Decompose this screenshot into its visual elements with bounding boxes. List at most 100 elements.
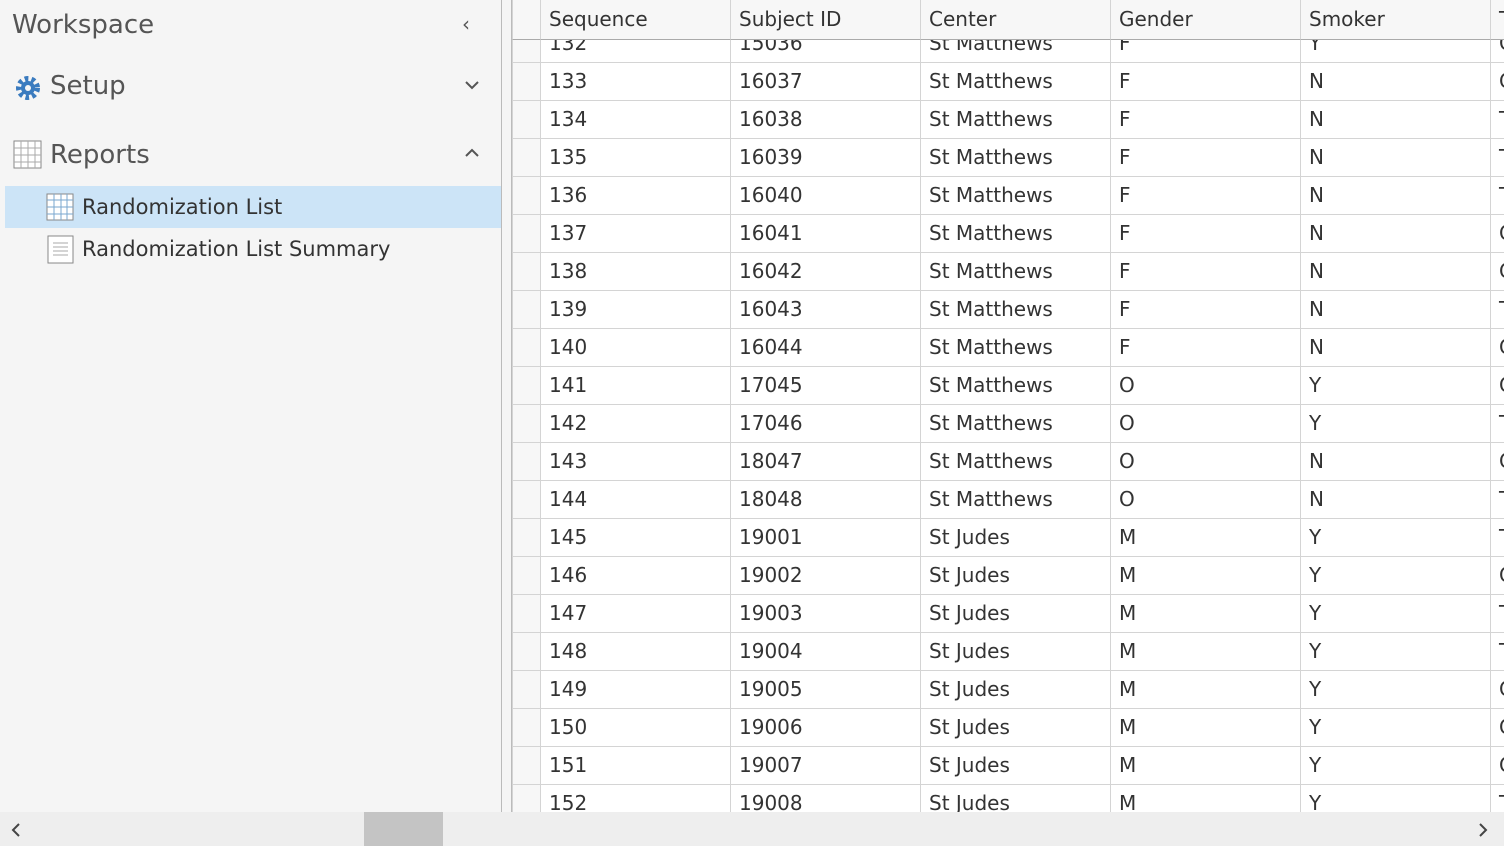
cell: 135: [541, 139, 731, 177]
collapse-button[interactable]: ‹: [462, 12, 470, 36]
row-header[interactable]: [512, 63, 541, 101]
cell: 16042: [731, 253, 921, 291]
cell: T: [1491, 519, 1504, 557]
row-header[interactable]: [512, 519, 541, 557]
row-header[interactable]: [512, 709, 541, 747]
column-header[interactable]: Center: [921, 0, 1111, 40]
cell: St Judes: [921, 785, 1111, 812]
cell: C: [1491, 215, 1504, 253]
cell: O: [1111, 405, 1301, 443]
cell: F: [1111, 63, 1301, 101]
row-header[interactable]: [512, 291, 541, 329]
cell: Y: [1301, 633, 1491, 671]
section-label[interactable]: Reports: [50, 140, 150, 170]
panel-title: Workspace: [12, 10, 155, 40]
cell: F: [1111, 253, 1301, 291]
scroll-thumb[interactable]: [364, 812, 443, 846]
cell: C: [1491, 747, 1504, 785]
cell: 19002: [731, 557, 921, 595]
row-header[interactable]: [512, 785, 541, 812]
cell: N: [1301, 139, 1491, 177]
cell: St Matthews: [921, 367, 1111, 405]
column-header[interactable]: Subject ID: [731, 0, 921, 40]
cell: T: [1491, 633, 1504, 671]
cell: T: [1491, 291, 1504, 329]
workspace-panel: Workspace ‹ Setup Reports Randomization …: [0, 0, 501, 812]
row-header[interactable]: [512, 595, 541, 633]
cell: N: [1301, 253, 1491, 291]
cell: T: [1491, 595, 1504, 633]
column-header[interactable]: Sequence: [541, 0, 731, 40]
cell: St Matthews: [921, 253, 1111, 291]
row-header[interactable]: [512, 481, 541, 519]
row-header[interactable]: [512, 443, 541, 481]
horizontal-scrollbar[interactable]: [0, 812, 1504, 846]
cell: M: [1111, 785, 1301, 812]
gear-icon: [16, 76, 40, 100]
cell: M: [1111, 671, 1301, 709]
cell: 152: [541, 785, 731, 812]
cell: F: [1111, 139, 1301, 177]
selected-item-bg[interactable]: [5, 186, 501, 228]
cell: 145: [541, 519, 731, 557]
row-header[interactable]: [512, 177, 541, 215]
cell: C: [1491, 329, 1504, 367]
cell: St Judes: [921, 709, 1111, 747]
collapse-chevron[interactable]: [462, 146, 482, 160]
column-header[interactable]: T: [1491, 0, 1504, 40]
row-header[interactable]: [512, 253, 541, 291]
splitter[interactable]: [501, 0, 512, 812]
row-header[interactable]: [512, 633, 541, 671]
scroll-left[interactable]: [8, 822, 24, 838]
cell: F: [1111, 177, 1301, 215]
cell: St Judes: [921, 671, 1111, 709]
cell: N: [1301, 101, 1491, 139]
cell: 134: [541, 101, 731, 139]
cell: O: [1111, 443, 1301, 481]
cell: O: [1111, 481, 1301, 519]
column-header[interactable]: Smoker: [1301, 0, 1491, 40]
row-header[interactable]: [512, 671, 541, 709]
cell: St Matthews: [921, 101, 1111, 139]
cell: 150: [541, 709, 731, 747]
cell: C: [1491, 367, 1504, 405]
cell: 143: [541, 443, 731, 481]
report-item[interactable]: Randomization List Summary: [82, 237, 391, 261]
cell: 19006: [731, 709, 921, 747]
cell: St Matthews: [921, 443, 1111, 481]
row-header[interactable]: [512, 139, 541, 177]
row-header[interactable]: [512, 405, 541, 443]
cell: 147: [541, 595, 731, 633]
cell: 133: [541, 63, 731, 101]
row-header[interactable]: [512, 101, 541, 139]
cell: St Judes: [921, 747, 1111, 785]
cell: St Matthews: [921, 177, 1111, 215]
cell: St Judes: [921, 595, 1111, 633]
column-header[interactable]: Gender: [1111, 0, 1301, 40]
cell: N: [1301, 177, 1491, 215]
cell: 19004: [731, 633, 921, 671]
row-header[interactable]: [512, 367, 541, 405]
cell: St Matthews: [921, 481, 1111, 519]
scroll-right[interactable]: [1475, 822, 1491, 838]
row-header[interactable]: [512, 557, 541, 595]
cell: 141: [541, 367, 731, 405]
cell: St Judes: [921, 519, 1111, 557]
row-header[interactable]: [512, 747, 541, 785]
cell: N: [1301, 291, 1491, 329]
cell: 138: [541, 253, 731, 291]
section-label[interactable]: Setup: [50, 71, 126, 101]
cell: T: [1491, 785, 1504, 812]
row-header[interactable]: [512, 329, 541, 367]
row-header[interactable]: [512, 215, 541, 253]
cell: St Matthews: [921, 139, 1111, 177]
cell: 144: [541, 481, 731, 519]
report-item[interactable]: Randomization List: [82, 195, 283, 219]
expand-chevron[interactable]: [462, 78, 482, 92]
cell: 19001: [731, 519, 921, 557]
cell: 137: [541, 215, 731, 253]
cell: 140: [541, 329, 731, 367]
cell: 149: [541, 671, 731, 709]
cell: Y: [1301, 367, 1491, 405]
